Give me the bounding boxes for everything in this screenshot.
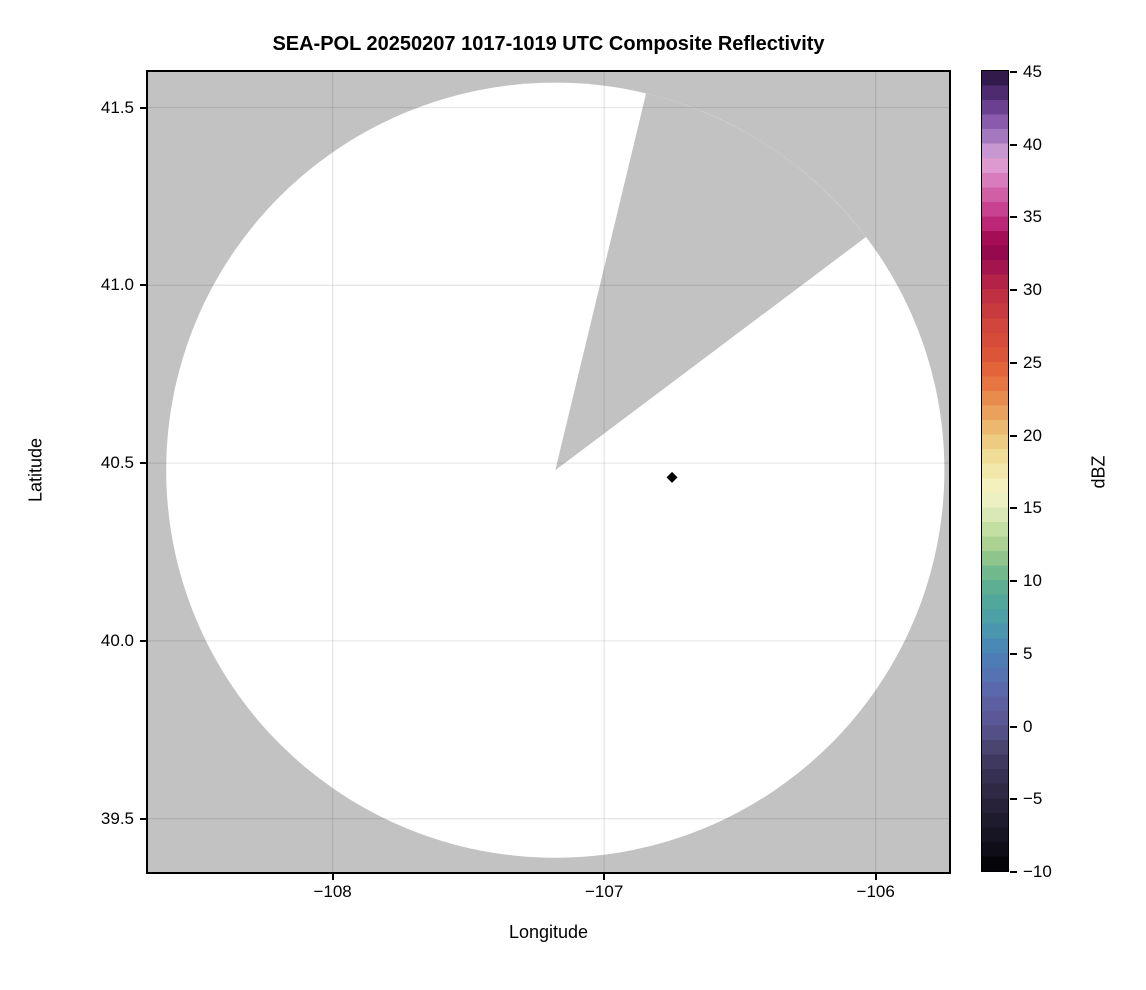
colorbar-tick-label: −10: [1023, 862, 1052, 881]
y-tick: [140, 639, 147, 642]
colorbar-tick-label: 30: [1023, 280, 1042, 300]
colorbar-tick-label: 20: [1023, 425, 1042, 445]
colorbar-tick-label: 25: [1023, 352, 1042, 372]
x-tick-label: −106: [856, 882, 895, 901]
plot-area: [146, 70, 951, 874]
colorbar-tick-label: 45: [1023, 62, 1042, 81]
colorbar-tick: [1010, 71, 1017, 73]
colorbar-tick-label: 15: [1023, 498, 1042, 518]
chart-title: SEA-POL 20250207 1017-1019 UTC Composite…: [272, 33, 825, 55]
x-tick: [603, 873, 606, 880]
colorbar-tick: [1010, 798, 1017, 801]
y-tick-label: 40.0: [100, 630, 134, 650]
y-tick: [140, 106, 147, 109]
colorbar-tick-label: 35: [1023, 207, 1042, 227]
colorbar-tick-label: 40: [1023, 134, 1042, 154]
colorbar-tick: [1010, 725, 1017, 728]
colorbar-tick-label: −5: [1023, 789, 1043, 809]
colorbar-tick-label: 10: [1023, 571, 1042, 591]
colorbar-tick: [1010, 216, 1017, 219]
colorbar-tick: [1010, 361, 1017, 364]
colorbar-label: dBZ: [1088, 455, 1109, 489]
colorbar: [981, 70, 1010, 873]
x-tick-label: −108: [313, 882, 352, 901]
colorbar-tick: [1010, 289, 1017, 292]
y-axis-label: Latitude: [25, 437, 46, 503]
colorbar-tick: [1010, 652, 1017, 655]
x-tick: [331, 873, 334, 880]
y-tick: [140, 284, 147, 287]
radar-site-marker: [666, 471, 678, 483]
x-tick-label: −107: [585, 882, 624, 901]
y-tick: [140, 817, 147, 820]
y-tick-label: 40.5: [100, 453, 134, 473]
y-tick: [140, 462, 147, 465]
colorbar-tick-label: 0: [1023, 716, 1033, 736]
plot-svg: [148, 72, 949, 872]
y-tick-label: 41.0: [100, 275, 134, 295]
blocked-sector-wedge: [555, 93, 866, 471]
y-tick-label: 41.5: [100, 97, 134, 117]
colorbar-tick-label: 5: [1023, 643, 1033, 663]
y-tick-label: 39.5: [100, 808, 134, 828]
colorbar-tick: [1010, 580, 1017, 583]
colorbar-tick: [1010, 507, 1017, 510]
colorbar-tick: [1010, 434, 1017, 437]
x-axis-label: Longitude: [508, 922, 589, 942]
colorbar-tick: [1010, 143, 1017, 146]
x-tick: [874, 873, 877, 880]
colorbar-tick: [1010, 871, 1017, 873]
